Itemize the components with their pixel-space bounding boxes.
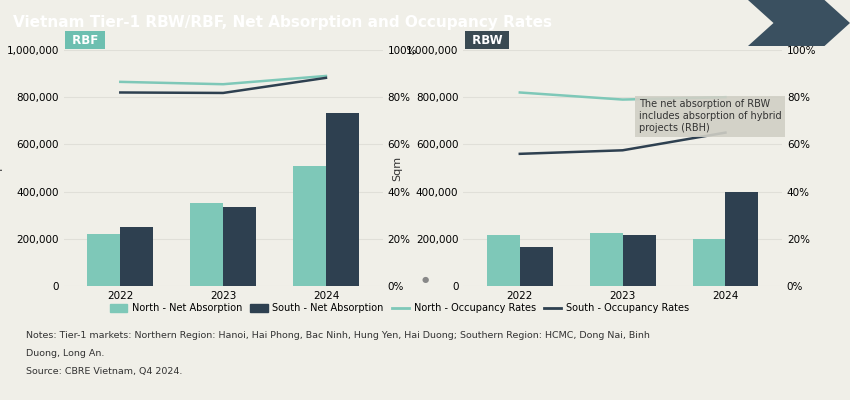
Text: The net absorption of RBW
includes absorption of hybrid
projects (RBH): The net absorption of RBW includes absor… <box>638 100 781 133</box>
Bar <box>725 192 758 286</box>
Text: Vietnam Tier-1 RBW/RBF, Net Absorption and Occupancy Rates: Vietnam Tier-1 RBW/RBF, Net Absorption a… <box>13 16 552 30</box>
Polygon shape <box>748 0 850 46</box>
Bar <box>520 247 553 286</box>
Bar <box>190 204 223 286</box>
Legend: North - Net Absorption, South - Net Absorption, North - Occupancy Rates, South -: North - Net Absorption, South - Net Abso… <box>105 299 694 317</box>
Text: Notes: Tier-1 markets: Northern Region: Hanoi, Hai Phong, Bac Ninh, Hung Yen, Ha: Notes: Tier-1 markets: Northern Region: … <box>26 331 649 340</box>
Bar <box>590 233 622 286</box>
Bar <box>326 112 359 286</box>
Text: ●: ● <box>422 275 428 284</box>
Bar <box>487 235 520 286</box>
Text: Duong, Long An.: Duong, Long An. <box>26 349 104 358</box>
Text: RBF: RBF <box>68 34 102 46</box>
Bar <box>121 227 153 286</box>
Y-axis label: Sqm: Sqm <box>392 156 402 180</box>
Text: RBW: RBW <box>468 34 507 46</box>
Bar <box>693 239 725 286</box>
Bar <box>622 235 655 286</box>
Bar <box>223 207 256 286</box>
Bar <box>88 234 121 286</box>
Text: Source: CBRE Vietnam, Q4 2024.: Source: CBRE Vietnam, Q4 2024. <box>26 367 182 376</box>
Bar <box>293 166 326 286</box>
Y-axis label: Sqm: Sqm <box>0 156 3 180</box>
